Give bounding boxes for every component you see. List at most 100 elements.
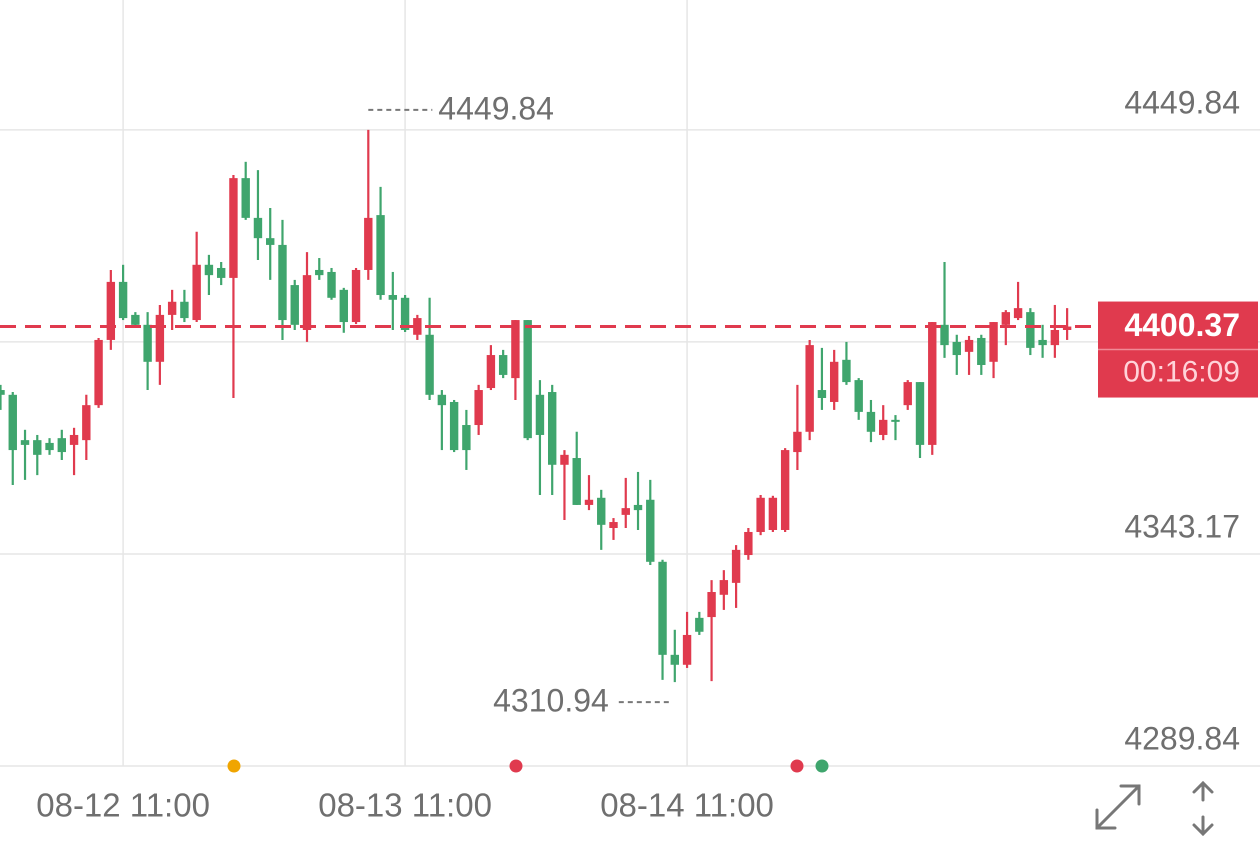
candle-body: [351, 269, 361, 323]
candle-body: [425, 334, 434, 395]
candle-body: [69, 434, 79, 445]
candle-body: [474, 390, 483, 426]
candle-body: [1038, 339, 1047, 346]
max-label: 4449.84: [438, 90, 554, 126]
candle-body: [143, 324, 152, 362]
min-label: 4310.94: [493, 683, 609, 719]
candle-body: [548, 392, 557, 465]
last-price-label: 4400.37: [1124, 307, 1240, 343]
candle-body: [229, 178, 238, 278]
candle-body: [535, 394, 545, 435]
candle-body: [805, 345, 814, 432]
candle-body: [339, 289, 348, 323]
candle-body: [8, 394, 17, 451]
candle-body: [842, 359, 851, 383]
candle-body: [364, 217, 373, 270]
candle-body: [290, 285, 299, 325]
candle-body: [903, 382, 912, 406]
candle-body: [928, 322, 937, 445]
candle-body: [33, 440, 42, 455]
candle-body: [658, 561, 667, 655]
event-dot[interactable]: [509, 759, 523, 773]
candle-body: [253, 217, 263, 239]
candle-body: [609, 522, 618, 529]
candle-body: [682, 634, 692, 665]
candle-body: [0, 390, 5, 395]
candle-body: [940, 324, 949, 346]
candle-body: [106, 281, 116, 340]
candle-body: [437, 394, 447, 406]
event-dot[interactable]: [815, 759, 829, 773]
scale-icon[interactable]: [1192, 780, 1214, 837]
candle-body: [584, 499, 594, 505]
candle-body: [216, 267, 226, 278]
candle-body: [486, 355, 496, 389]
event-dot[interactable]: [227, 759, 241, 773]
candle-body: [167, 301, 177, 315]
candle-body: [780, 450, 790, 530]
candle-body: [964, 339, 974, 352]
candle-body: [302, 275, 312, 331]
candle-body: [1026, 312, 1035, 348]
candles-layer: [0, 129, 1072, 683]
candle-body: [204, 264, 214, 276]
candle-body: [278, 244, 287, 321]
event-dot[interactable]: [790, 759, 804, 773]
candle-body: [646, 499, 655, 562]
candle-body: [695, 617, 704, 632]
candle-body: [400, 297, 410, 331]
candle-body: [376, 215, 385, 296]
y-tick-label: 4343.17: [1124, 508, 1240, 544]
candle-body: [1062, 326, 1072, 331]
candle-body: [891, 419, 900, 422]
candle-body: [744, 531, 753, 556]
candle-body: [413, 318, 422, 335]
candle-body: [829, 361, 839, 402]
candle-body: [707, 592, 716, 618]
candle-body: [523, 320, 532, 439]
candle-body: [719, 580, 729, 595]
candle-body: [1050, 330, 1060, 346]
candle-body: [462, 425, 471, 451]
candle-body: [180, 301, 189, 319]
candle-body: [756, 497, 765, 532]
candle-body: [388, 295, 398, 300]
candle-body: [118, 281, 128, 319]
candle-body: [1013, 308, 1023, 319]
candle-body: [560, 454, 569, 465]
candle-body: [572, 458, 581, 505]
x-tick-label: 08-14 11:00: [600, 787, 774, 824]
candle-body: [94, 339, 103, 406]
candle-body: [315, 269, 324, 276]
candle-body: [192, 264, 201, 321]
candle-body: [498, 355, 508, 375]
candle-body: [327, 271, 336, 298]
candle-body: [131, 314, 140, 325]
countdown-label: 00:16:09: [1123, 355, 1240, 388]
candle-body: [449, 401, 459, 451]
candle-body: [597, 497, 606, 525]
candle-body: [879, 419, 888, 435]
candle-body: [241, 178, 250, 218]
candle-body: [854, 380, 863, 412]
candle-body: [989, 322, 998, 362]
expand-icon[interactable]: [1095, 784, 1141, 830]
candle-body: [621, 508, 630, 515]
candle-body: [731, 549, 741, 583]
overlay-layer: 4449.84 4310.94 4400.37 00:16:09: [0, 90, 1258, 719]
candle-body: [977, 337, 986, 365]
candle-body: [20, 440, 30, 445]
x-tick-label: 08-13 11:00: [318, 787, 492, 824]
candle-body: [817, 390, 827, 398]
candle-body: [633, 504, 643, 511]
candle-body: [511, 320, 520, 379]
candle-body: [266, 238, 275, 245]
candle-body: [670, 654, 679, 665]
candle-body: [45, 442, 54, 451]
candle-body: [866, 411, 876, 432]
candle-body: [952, 341, 961, 356]
